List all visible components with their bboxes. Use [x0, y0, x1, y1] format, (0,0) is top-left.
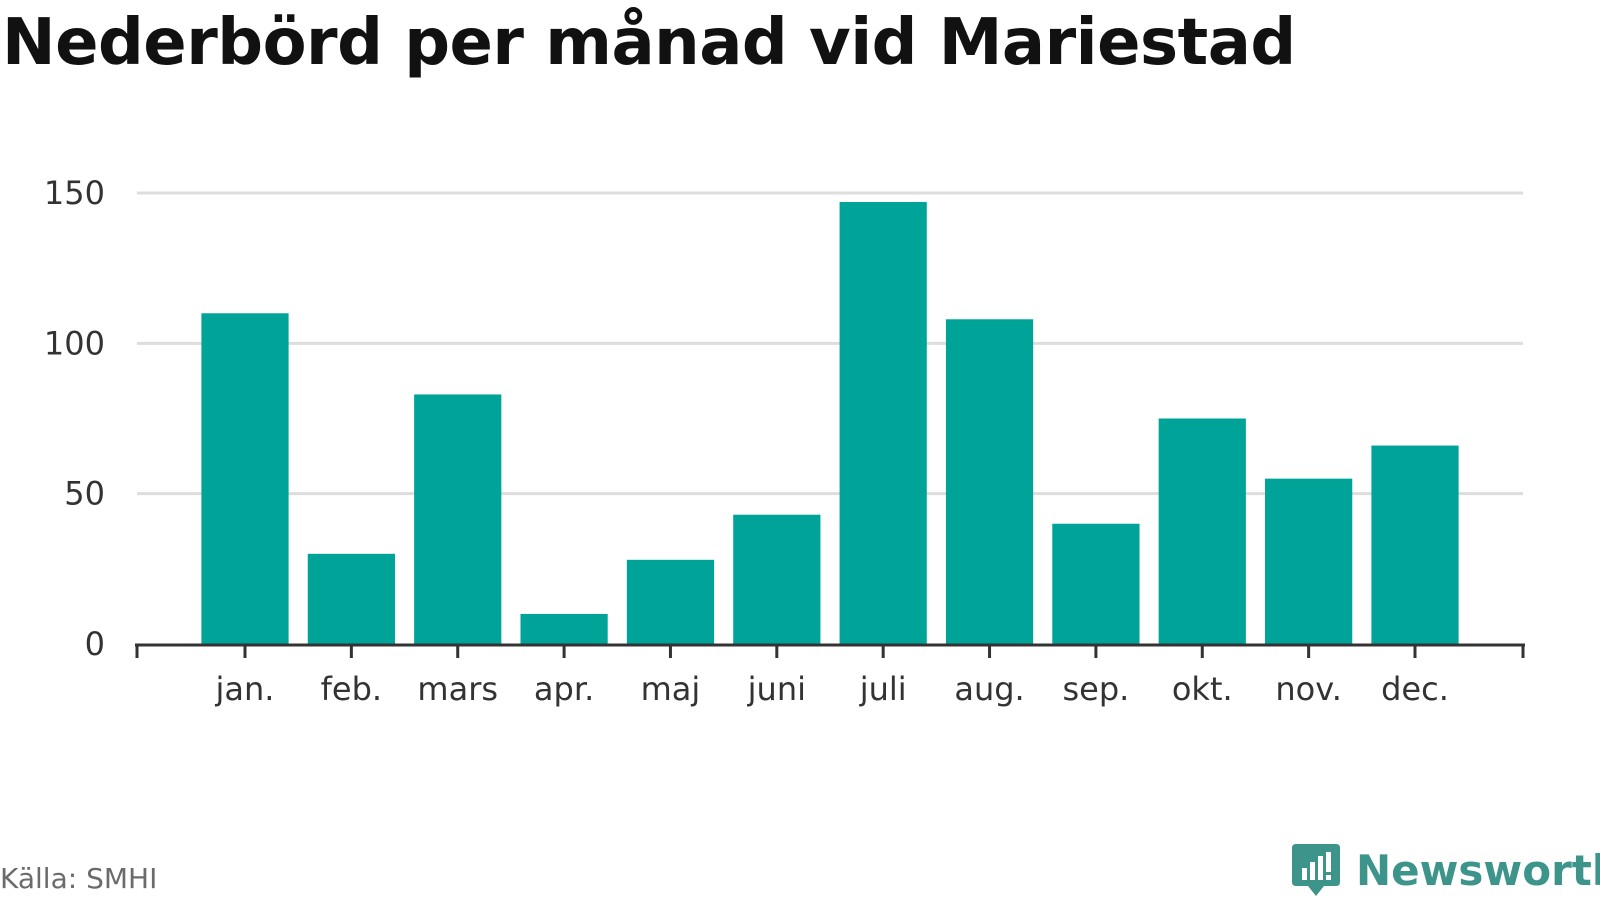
- bar-dec.: [1371, 445, 1459, 644]
- x-tick-label: jan.: [215, 670, 275, 708]
- x-tick-label: okt.: [1172, 670, 1233, 708]
- x-axis: [135, 643, 1525, 658]
- gridlines: [137, 191, 1523, 496]
- bar-feb.: [307, 553, 395, 644]
- brand-logo: Newsworthy: [1290, 842, 1600, 898]
- bar-okt.: [1158, 418, 1246, 644]
- bar-jan.: [201, 313, 289, 644]
- bars: [201, 202, 1459, 644]
- y-tick-label: 100: [44, 324, 105, 362]
- y-axis-labels: 0 50 100 150: [44, 174, 105, 663]
- chart-title: Nederbörd per månad vid Mariestad: [2, 6, 1296, 80]
- y-tick-label: 50: [64, 475, 105, 513]
- bar-mars: [414, 394, 502, 644]
- x-tick-label: juli: [859, 670, 907, 708]
- x-tick-label: sep.: [1062, 670, 1129, 708]
- bar-aug.: [945, 319, 1034, 644]
- x-tick-label: feb.: [321, 670, 382, 708]
- x-tick-label: mars: [417, 670, 498, 708]
- x-tick-label: juni: [747, 670, 806, 708]
- x-tick-label: maj: [641, 670, 701, 708]
- x-tick-label: dec.: [1381, 670, 1449, 708]
- bar-apr.: [520, 613, 608, 644]
- x-tick-label: apr.: [534, 670, 594, 708]
- bar-juni: [733, 514, 821, 644]
- x-tick-label: aug.: [954, 670, 1024, 708]
- newsworthy-logo-icon: [1292, 844, 1340, 896]
- y-tick-label: 150: [44, 174, 105, 212]
- bar-juli: [839, 202, 927, 644]
- y-tick-label: 0: [85, 625, 105, 663]
- source-note: Källa: SMHI: [0, 862, 158, 895]
- x-tick-label: nov.: [1275, 670, 1341, 708]
- bar-chart: 0 50 100 150 jan. feb. mars apr. maj juni juli aug…: [44, 174, 1525, 708]
- x-axis-labels: jan. feb. mars apr. maj juni juli aug. sep. okt. n…: [215, 670, 1449, 708]
- brand-name: Newsworthy: [1356, 845, 1600, 895]
- bar-nov.: [1265, 478, 1353, 644]
- bar-maj: [626, 559, 715, 644]
- bar-sep.: [1052, 523, 1140, 644]
